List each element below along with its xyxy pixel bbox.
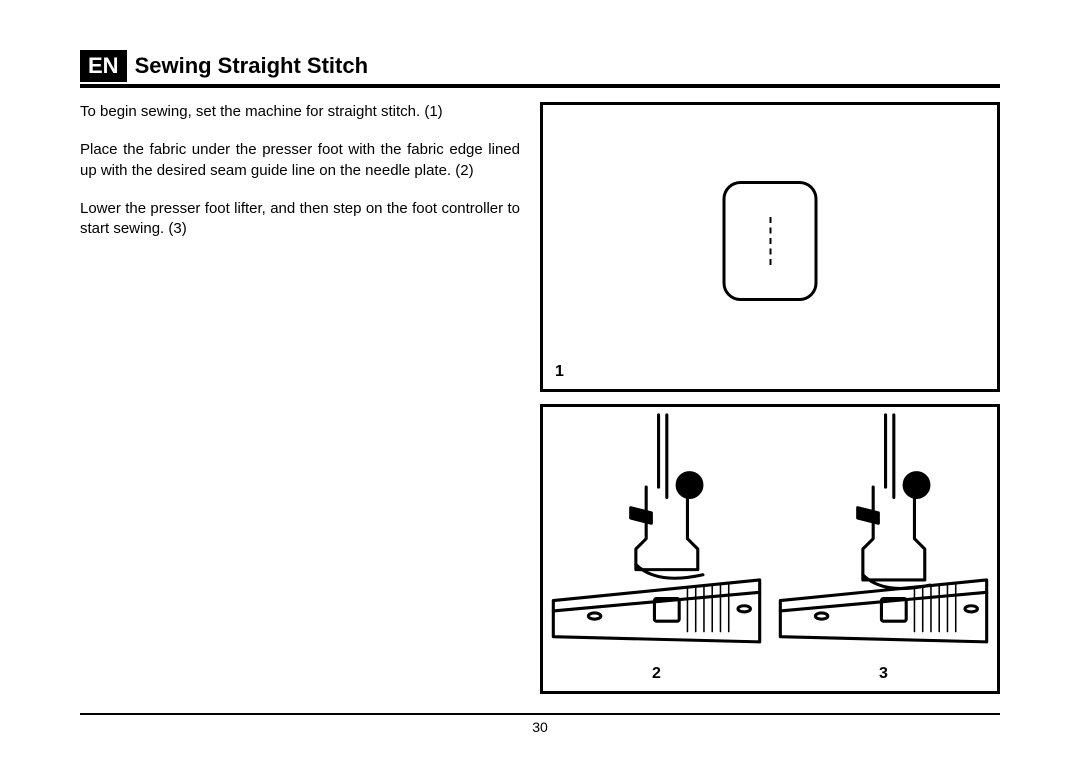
paragraph-1: To begin sewing, set the machine for str… bbox=[80, 102, 520, 122]
figure-1: 1 bbox=[540, 102, 1000, 392]
sewing-machine-icon bbox=[543, 407, 770, 691]
figure-3-label: 3 bbox=[879, 665, 888, 683]
sewing-machine-icon bbox=[770, 407, 997, 691]
stitch-selector-icon bbox=[723, 181, 818, 301]
figure-2-label: 2 bbox=[652, 665, 661, 683]
footer-rule bbox=[80, 713, 1000, 715]
figure-column: 1 bbox=[540, 102, 1000, 706]
paragraph-2: Place the fabric under the presser foot … bbox=[80, 140, 520, 181]
page-header: EN Sewing Straight Stitch bbox=[80, 50, 1000, 88]
page-number: 30 bbox=[532, 719, 548, 735]
figure-1-label: 1 bbox=[555, 363, 564, 381]
language-badge: EN bbox=[80, 50, 127, 82]
paragraph-3: Lower the presser foot lifter, and then … bbox=[80, 199, 520, 240]
figure-3-panel bbox=[770, 407, 997, 691]
straight-stitch-icon bbox=[769, 217, 771, 265]
page-title: Sewing Straight Stitch bbox=[135, 53, 368, 79]
text-column: To begin sewing, set the machine for str… bbox=[80, 102, 520, 706]
figure-2-3: 2 3 bbox=[540, 404, 1000, 694]
figure-2-panel bbox=[543, 407, 770, 691]
content-area: To begin sewing, set the machine for str… bbox=[80, 102, 1000, 706]
